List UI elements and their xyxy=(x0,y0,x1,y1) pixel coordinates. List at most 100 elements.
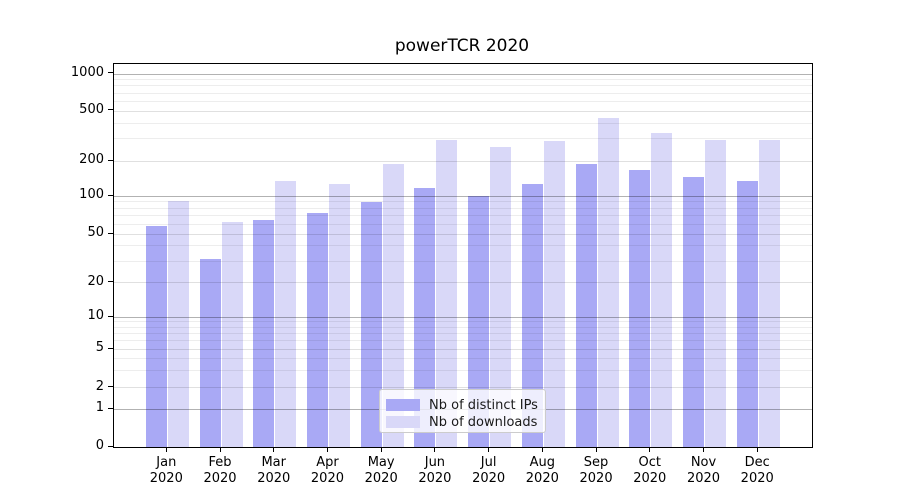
gridline xyxy=(114,160,812,162)
bar-ips-mar xyxy=(253,220,275,447)
bar-ips-oct xyxy=(629,170,651,447)
legend-swatch-icon xyxy=(386,416,420,428)
gridline xyxy=(114,100,812,102)
gridline xyxy=(114,233,812,235)
bar-ips-nov xyxy=(683,176,704,447)
bar-downloads-jun xyxy=(436,139,458,447)
gridline xyxy=(114,79,812,81)
bar-ips-dec xyxy=(736,180,758,447)
bar-ips-apr xyxy=(306,212,328,447)
x-tick-mark xyxy=(649,447,651,452)
y-tick-mark xyxy=(108,232,113,234)
x-tick-label-aug: Aug 2020 xyxy=(525,455,559,486)
bar-downloads-jan xyxy=(167,200,189,447)
y-tick-mark xyxy=(108,109,113,111)
gridline xyxy=(114,340,812,342)
gridline xyxy=(114,326,812,328)
x-tick-mark xyxy=(326,447,328,452)
gridline xyxy=(114,73,812,75)
y-tick-label: 1000 xyxy=(70,64,104,80)
y-tick-mark xyxy=(108,386,113,388)
y-tick-mark xyxy=(108,159,113,161)
x-tick-label-may: May 2020 xyxy=(364,455,398,486)
chart-title: powerTCR 2020 xyxy=(394,36,530,56)
x-tick-mark xyxy=(541,447,543,452)
x-tick-mark xyxy=(756,447,758,452)
y-tick-label: 200 xyxy=(79,152,104,167)
x-tick-mark xyxy=(273,447,275,452)
y-tick-mark xyxy=(108,347,113,349)
bar-downloads-mar xyxy=(275,180,297,447)
bar-downloads-nov xyxy=(705,140,726,447)
gridline xyxy=(114,85,812,87)
y-tick-mark xyxy=(108,72,113,74)
gridline xyxy=(114,92,812,94)
x-tick-mark xyxy=(165,447,167,452)
gridline xyxy=(114,223,812,225)
y-tick-label: 2 xyxy=(95,378,104,394)
gridline xyxy=(114,348,812,350)
y-tick-label: 100 xyxy=(79,187,104,203)
bar-downloads-may xyxy=(382,163,404,447)
gridline xyxy=(114,282,812,284)
gridline xyxy=(114,370,812,372)
y-tick-mark xyxy=(108,194,113,196)
gridline xyxy=(114,358,812,360)
x-tick-label-apr: Apr 2020 xyxy=(310,455,344,486)
gridline xyxy=(114,122,812,124)
y-tick-mark xyxy=(108,407,113,409)
bar-downloads-apr xyxy=(328,183,350,447)
plot-area: Nb of distinct IPs Nb of downloads xyxy=(113,63,813,448)
legend: Nb of distinct IPs Nb of downloads xyxy=(379,389,546,433)
gridline xyxy=(114,316,812,318)
bar-downloads-feb xyxy=(221,222,243,447)
bar-ips-jun xyxy=(414,188,436,447)
x-tick-mark xyxy=(488,447,490,452)
legend-label: Nb of downloads xyxy=(429,414,538,430)
x-tick-label-oct: Oct 2020 xyxy=(633,455,667,486)
x-tick-mark xyxy=(703,447,704,452)
x-tick-label-sep: Sep 2020 xyxy=(579,455,613,486)
y-tick-mark xyxy=(108,445,113,447)
y-tick-mark xyxy=(108,281,113,283)
gridline xyxy=(114,215,812,217)
y-tick-mark xyxy=(108,315,113,317)
gridline xyxy=(114,260,812,262)
y-tick-label: 50 xyxy=(87,225,104,240)
x-tick-label-mar: Mar 2020 xyxy=(257,455,291,486)
gridline xyxy=(114,245,812,247)
x-tick-label-feb: Feb 2020 xyxy=(203,455,237,486)
x-tick-mark xyxy=(595,447,597,452)
legend-row: Nb of distinct IPs xyxy=(386,397,539,413)
y-tick-label: 500 xyxy=(79,101,104,117)
x-tick-label-jun: Jun 2020 xyxy=(418,455,452,486)
bar-downloads-aug xyxy=(543,140,565,447)
bar-ips-feb xyxy=(199,259,221,447)
bar-downloads-oct xyxy=(651,133,673,447)
legend-row: Nb of downloads xyxy=(386,414,539,430)
legend-swatch-icon xyxy=(386,399,420,411)
x-tick-label-nov: Nov 2020 xyxy=(686,455,721,486)
bar-ips-jul xyxy=(468,196,490,447)
bar-downloads-jul xyxy=(490,146,512,447)
bar-ips-jan xyxy=(145,225,167,447)
y-tick-label: 1 xyxy=(95,400,104,416)
bar-downloads-sep xyxy=(597,117,619,447)
x-tick-label-jul: Jul 2020 xyxy=(472,455,506,486)
gridline xyxy=(114,333,812,335)
y-tick-label: 10 xyxy=(87,308,104,323)
gridline xyxy=(114,201,812,203)
x-tick-mark xyxy=(434,447,436,452)
bar-ips-may xyxy=(360,201,382,447)
gridline xyxy=(114,110,812,112)
bar-ips-sep xyxy=(575,164,597,447)
y-tick-label: 0 xyxy=(95,438,104,453)
bar-downloads-dec xyxy=(758,140,780,447)
gridline xyxy=(114,207,812,209)
legend-label: Nb of distinct IPs xyxy=(429,397,538,413)
gridline xyxy=(114,387,812,389)
gridline xyxy=(114,138,812,140)
gridline xyxy=(114,195,812,197)
x-tick-label-dec: Dec 2020 xyxy=(740,455,774,486)
